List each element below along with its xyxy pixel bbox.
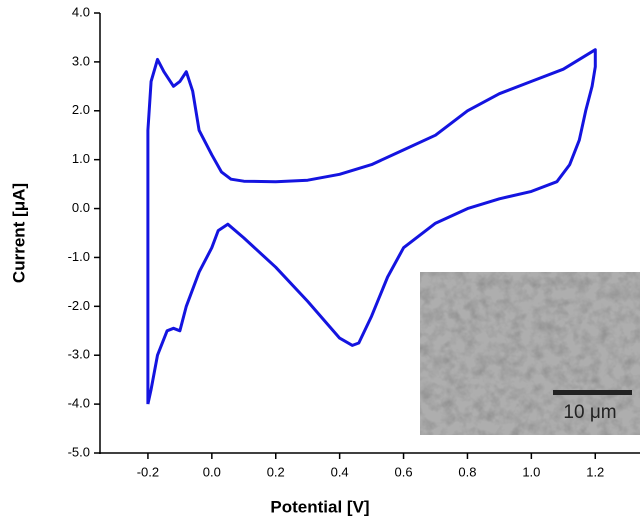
x-tick-label: 1.2 (586, 464, 604, 479)
x-tick-label: 0.8 (458, 464, 476, 479)
y-tick-label: 2.0 (72, 102, 90, 117)
y-tick-label: 3.0 (72, 53, 90, 68)
x-tick-label: 0.0 (203, 464, 221, 479)
y-tick-label: 4.0 (72, 4, 90, 19)
y-tick-label: -5.0 (68, 444, 90, 459)
inset-image: 10 μm (420, 272, 640, 435)
x-tick-label: 1.0 (522, 464, 540, 479)
x-tick-label: 0.4 (331, 464, 349, 479)
y-axis-label: Current [μA] (9, 183, 28, 283)
y-tick-label: -4.0 (68, 396, 90, 411)
y-tick-label: -1.0 (68, 249, 90, 264)
x-tick-label: -0.2 (137, 464, 159, 479)
x-axis-label: Potential [V] (270, 497, 369, 516)
cv-curve (146, 48, 597, 405)
y-tick-label: 1.0 (72, 151, 90, 166)
scale-label: 10 μm (563, 402, 616, 423)
y-tick-label: -3.0 (68, 347, 90, 362)
x-tick-label: 0.6 (395, 464, 413, 479)
x-tick-label: 0.2 (267, 464, 285, 479)
inset-texture (420, 272, 640, 435)
y-tick-label: -2.0 (68, 298, 90, 313)
y-tick-label: 0.0 (72, 200, 90, 215)
scale-bar (553, 390, 632, 395)
